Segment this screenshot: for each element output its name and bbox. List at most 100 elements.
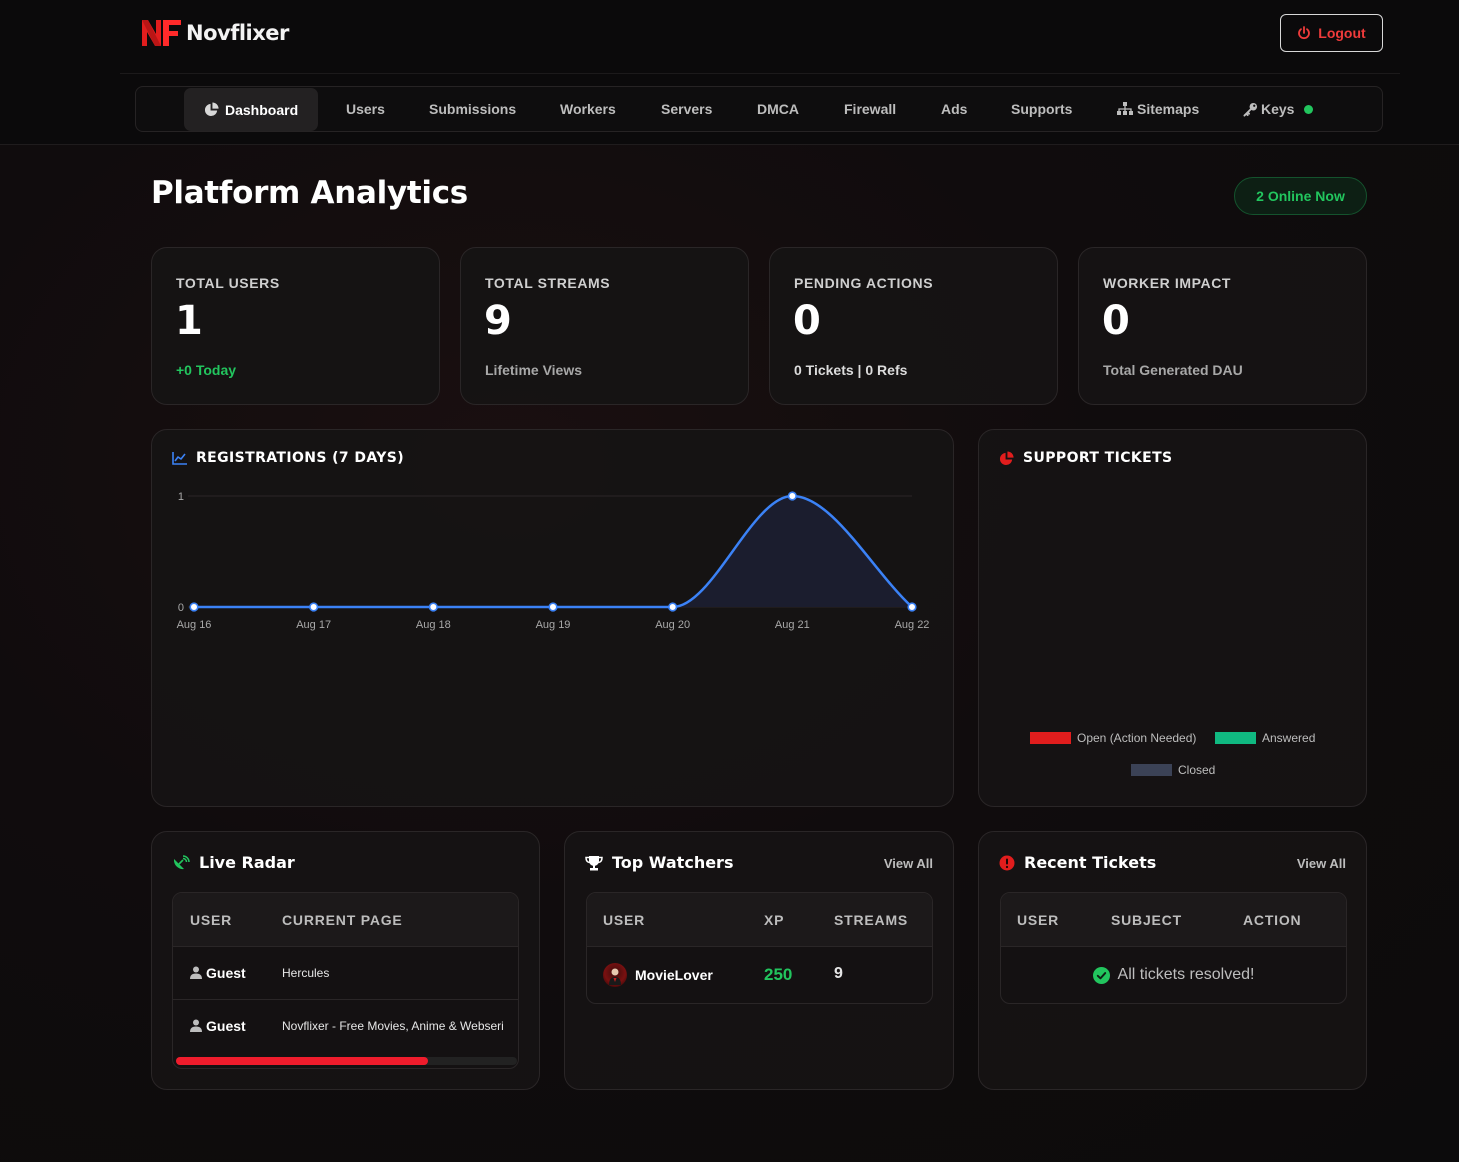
- legend-item-answered[interactable]: Answered: [1215, 731, 1315, 745]
- online-now-badge: 2 Online Now: [1234, 177, 1367, 215]
- legend-item-closed[interactable]: Closed: [1131, 763, 1215, 777]
- data-point: [787, 491, 797, 501]
- data-point: [907, 602, 917, 612]
- trophy-icon: [585, 855, 603, 870]
- stat-sub: Lifetime Views: [485, 362, 583, 378]
- table-header: USER SUBJECT ACTION: [1001, 893, 1346, 947]
- stat-sub: Total Generated DAU: [1103, 362, 1243, 378]
- stat-sub: 0 Tickets | 0 Refs: [794, 362, 908, 378]
- column-header: SUBJECT: [1111, 912, 1182, 928]
- nav-dashboard-label: Dashboard: [225, 101, 299, 118]
- alert-circle-icon: [999, 855, 1015, 870]
- legend-swatch: [1131, 764, 1172, 776]
- recent-tickets-table: USER SUBJECT ACTION All tickets resolved…: [1000, 892, 1347, 1004]
- nav-sitemaps-label: Sitemaps: [1137, 101, 1200, 117]
- data-point: [309, 602, 319, 612]
- data-point: [189, 602, 199, 612]
- column-header: XP: [764, 912, 785, 928]
- stat-card-worker-impact: WORKER IMPACT 0 Total Generated DAU: [1078, 247, 1367, 405]
- nav-dashboard[interactable]: Dashboard: [184, 88, 319, 131]
- registrations-title: REGISTRATIONS (7 DAYS): [172, 450, 404, 466]
- stat-value: 0: [793, 298, 821, 344]
- legend-item-open[interactable]: Open (Action Needed): [1030, 731, 1196, 745]
- divider: [120, 73, 1400, 74]
- table-row: Guest Novflixer - Free Movies, Anime & W…: [173, 1000, 518, 1053]
- column-header: CURRENT PAGE: [282, 912, 403, 928]
- support-tickets-card: SUPPORT TICKETS Open (Action Needed) Ans…: [978, 429, 1367, 807]
- nav-servers[interactable]: Servers: [661, 101, 713, 117]
- user-name: Guest: [206, 965, 246, 981]
- nav-dmca[interactable]: DMCA: [757, 101, 799, 117]
- view-all-link[interactable]: View All: [883, 856, 933, 871]
- legend-label: Closed: [1178, 763, 1216, 777]
- horizontal-scrollbar[interactable]: [176, 1057, 517, 1065]
- top-watchers-title-text: Top Watchers: [612, 853, 734, 872]
- registrations-title-text: REGISTRATIONS (7 DAYS): [196, 450, 405, 466]
- key-icon: [1243, 102, 1258, 117]
- empty-state: All tickets resolved!: [1001, 947, 1346, 1003]
- nav-sitemaps[interactable]: Sitemaps: [1117, 87, 1199, 131]
- column-header: STREAMS: [834, 912, 909, 928]
- xp-value: 250: [764, 965, 793, 984]
- data-point: [428, 602, 438, 612]
- recent-tickets-card: Recent Tickets View All USER SUBJECT ACT…: [978, 831, 1367, 1090]
- table-header: USER CURRENT PAGE: [173, 893, 518, 947]
- view-all-link[interactable]: View All: [1296, 856, 1346, 871]
- live-radar-title: Live Radar: [172, 853, 295, 872]
- support-tickets-title-text: SUPPORT TICKETS: [1023, 450, 1173, 466]
- data-point: [668, 602, 678, 612]
- nav-workers[interactable]: Workers: [560, 101, 616, 117]
- avatar-figure-icon: [609, 968, 621, 985]
- satellite-dish-icon: [173, 854, 190, 869]
- live-radar-title-text: Live Radar: [199, 853, 295, 872]
- nav-supports[interactable]: Supports: [1011, 101, 1073, 117]
- user-cell: Guest: [190, 965, 246, 981]
- column-header: ACTION: [1243, 912, 1302, 928]
- y-tick-label: 0: [178, 602, 184, 614]
- avatar: [603, 963, 627, 987]
- table-row: MovieLover 250 9: [587, 947, 932, 1003]
- nav-firewall[interactable]: Firewall: [844, 101, 897, 117]
- legend-swatch: [1215, 732, 1256, 744]
- top-watchers-table: USER XP STREAMS MovieLover 250 9: [586, 892, 933, 1004]
- y-tick-label: 1: [178, 491, 184, 503]
- stat-sub: +0 Today: [176, 362, 237, 378]
- x-tick-label: Aug 19: [536, 619, 571, 631]
- series-area: [194, 496, 912, 607]
- support-tickets-title: SUPPORT TICKETS: [999, 450, 1173, 466]
- user-name: MovieLover: [635, 967, 713, 983]
- stat-value: 0: [1102, 298, 1130, 344]
- chart-line-icon: [172, 451, 187, 465]
- stat-label: TOTAL STREAMS: [485, 275, 611, 291]
- chart-pie-icon: [204, 102, 219, 117]
- live-radar-card: Live Radar USER CURRENT PAGE Guest Hercu…: [151, 831, 540, 1090]
- legend-label: Answered: [1262, 731, 1316, 745]
- nav-submissions[interactable]: Submissions: [429, 101, 517, 117]
- nav-users[interactable]: Users: [346, 101, 385, 117]
- stat-value: 9: [484, 298, 512, 344]
- table-row: Guest Hercules: [173, 947, 518, 1000]
- stat-card-pending-actions: PENDING ACTIONS 0 0 Tickets | 0 Refs: [769, 247, 1058, 405]
- top-watchers-title: Top Watchers: [585, 853, 733, 872]
- brand-logo[interactable]: Novflixer: [140, 18, 289, 48]
- main-nav: Dashboard Users Submissions Workers Serv…: [135, 86, 1383, 132]
- top-bar: Novflixer Logout Dashboard Users Submiss…: [0, 0, 1459, 145]
- user-icon: [190, 1019, 202, 1032]
- brand-name: Novflixer: [186, 21, 289, 45]
- nav-keys[interactable]: Keys: [1243, 87, 1314, 131]
- stat-value: 1: [175, 298, 203, 344]
- stat-label: TOTAL USERS: [176, 275, 280, 291]
- page-title: Platform Analytics: [151, 175, 468, 211]
- x-tick-label: Aug 17: [296, 619, 331, 631]
- legend-label: Open (Action Needed): [1077, 731, 1197, 745]
- column-header: USER: [603, 912, 646, 928]
- scrollbar-thumb[interactable]: [176, 1057, 429, 1065]
- stat-card-total-streams: TOTAL STREAMS 9 Lifetime Views: [460, 247, 749, 405]
- legend-swatch: [1030, 732, 1071, 744]
- x-tick-label: Aug 16: [177, 619, 212, 631]
- nav-ads[interactable]: Ads: [941, 101, 968, 117]
- sitemap-icon: [1117, 102, 1133, 116]
- stat-card-total-users: TOTAL USERS 1 +0 Today: [151, 247, 440, 405]
- logout-button[interactable]: Logout: [1280, 14, 1383, 52]
- keys-status-dot: [1304, 104, 1314, 114]
